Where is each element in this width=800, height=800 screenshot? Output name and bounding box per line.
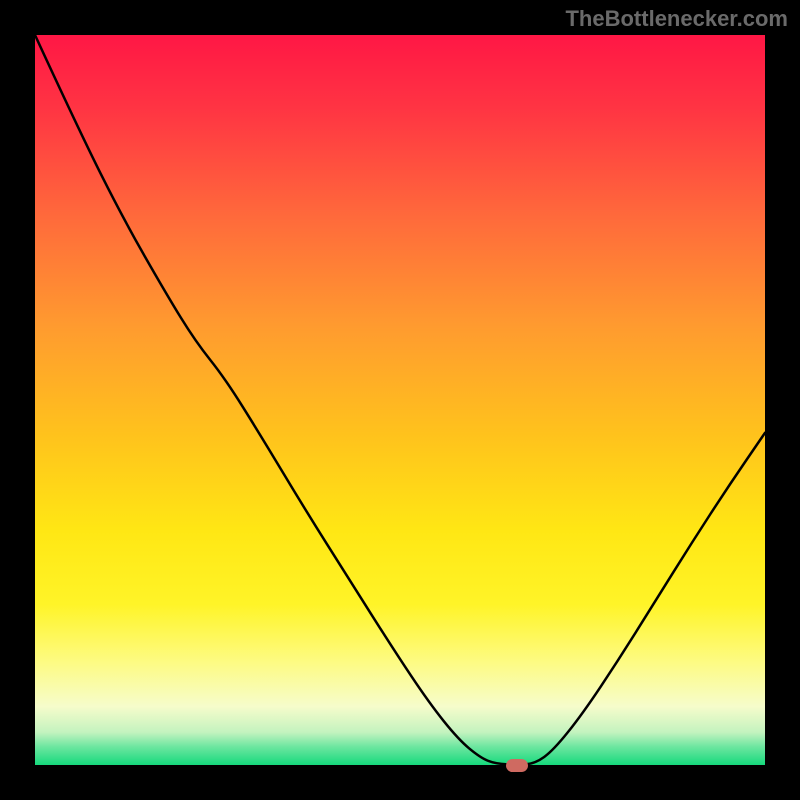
- chart-container: TheBottlenecker.com: [0, 0, 800, 800]
- curve-svg: [0, 0, 800, 800]
- watermark-text: TheBottlenecker.com: [565, 6, 788, 32]
- bottleneck-curve: [35, 35, 765, 765]
- optimum-marker: [506, 759, 528, 772]
